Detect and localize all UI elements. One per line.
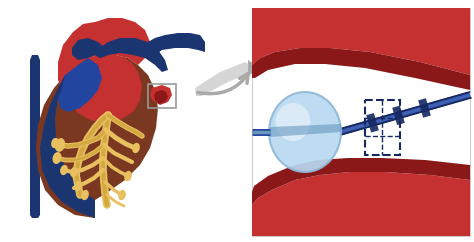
Polygon shape [30,55,40,218]
Ellipse shape [132,143,140,153]
Polygon shape [40,75,95,218]
Polygon shape [150,85,172,105]
Ellipse shape [124,171,132,181]
Polygon shape [270,124,341,137]
FancyArrowPatch shape [198,74,248,94]
Polygon shape [252,172,470,236]
Ellipse shape [53,152,62,164]
Polygon shape [392,106,405,125]
Ellipse shape [275,103,310,141]
Ellipse shape [55,138,65,152]
Polygon shape [58,58,102,112]
Polygon shape [418,98,431,118]
Polygon shape [366,113,379,133]
Ellipse shape [74,181,82,191]
Polygon shape [58,18,150,88]
Polygon shape [154,90,168,104]
Bar [148,84,176,108]
Polygon shape [36,55,158,218]
Polygon shape [252,158,470,205]
Polygon shape [252,48,470,90]
Polygon shape [195,62,252,96]
Polygon shape [62,55,142,123]
Polygon shape [148,33,205,55]
Ellipse shape [70,167,78,177]
Ellipse shape [60,165,68,175]
Ellipse shape [269,92,341,172]
Polygon shape [72,38,108,60]
Polygon shape [252,8,470,75]
Polygon shape [248,60,260,76]
Ellipse shape [51,138,59,148]
Bar [252,8,470,236]
Ellipse shape [118,190,126,200]
Ellipse shape [81,190,89,200]
Polygon shape [95,38,168,72]
